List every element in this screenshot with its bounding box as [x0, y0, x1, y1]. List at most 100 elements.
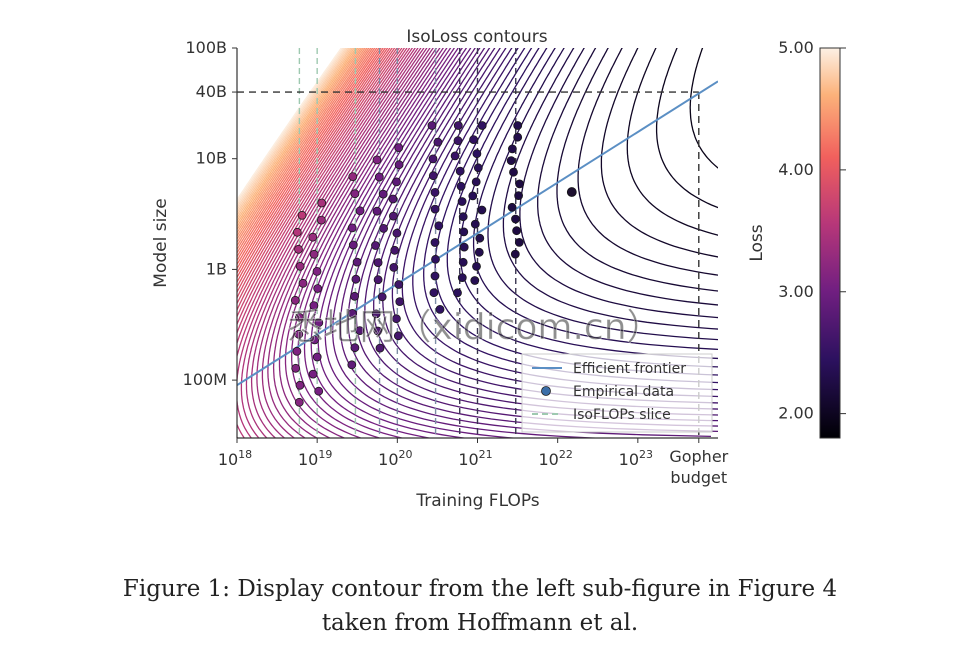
isoloss-contour-line — [237, 48, 359, 228]
isoloss-contour-line — [237, 48, 378, 262]
empirical-data-point — [393, 331, 403, 341]
isoloss-contour-line — [237, 48, 370, 248]
empirical-data-point — [453, 121, 463, 130]
empirical-data-point — [470, 219, 480, 229]
empirical-data-point — [429, 288, 439, 298]
empirical-data-point — [375, 343, 385, 353]
empirical-data-point — [458, 257, 468, 267]
empirical-data-point — [510, 249, 520, 259]
efficient-frontier — [237, 80, 718, 387]
isoloss-contour-line — [237, 48, 361, 231]
empirical-data-point — [433, 137, 443, 147]
empirical-data-point — [350, 189, 360, 199]
colorbar-tick-label: 5.00 — [778, 38, 814, 57]
empirical-data-point — [371, 241, 380, 250]
isoloss-contour-line — [297, 48, 452, 438]
empirical-data-point — [459, 242, 469, 252]
empirical-data-point — [294, 329, 304, 339]
isoloss-contour-line — [267, 48, 434, 438]
isoloss-contour-line — [237, 48, 356, 223]
empirical-data-point — [317, 198, 327, 208]
colorbar-tick-label: 2.00 — [778, 404, 814, 423]
isoloss-contour-line — [347, 48, 718, 433]
empirical-data-point — [295, 261, 305, 271]
empirical-data-point — [355, 206, 365, 216]
isoloss-contour-line — [339, 48, 712, 438]
isoloss-contour-line — [237, 48, 403, 319]
empirical-data-point — [474, 247, 484, 257]
empirical-data-point — [392, 177, 401, 187]
isoloss-contour-line — [237, 48, 342, 201]
empirical-data-point — [472, 149, 482, 159]
empirical-data-point — [392, 228, 402, 238]
isoloss-contour-line — [577, 48, 718, 276]
empirical-data-point — [453, 288, 462, 298]
isoloss-contour-line — [237, 48, 363, 234]
isoloss-contour-line — [237, 48, 376, 258]
isoloss-contour-line — [237, 48, 347, 209]
legend-empirical-swatch — [541, 386, 551, 396]
empirical-data-point — [514, 191, 523, 201]
isoloss-contour-line — [317, 48, 469, 438]
empirical-data-point — [294, 397, 304, 407]
empirical-data-point — [514, 237, 524, 247]
empirical-data-point — [292, 346, 302, 356]
isoloss-contour-line — [556, 48, 718, 292]
isoloss-contour-line — [626, 48, 718, 236]
empirical-data-point — [566, 187, 577, 197]
isoloss-contour-line — [237, 48, 406, 326]
isoloss-contour-line — [237, 48, 387, 279]
empirical-data-point — [469, 135, 479, 145]
empirical-data-point — [509, 167, 518, 177]
empirical-data-point — [308, 232, 318, 242]
legend-frontier-label: Efficient frontier — [573, 361, 686, 377]
empirical-data-point — [431, 254, 440, 264]
isoloss-contour-line — [237, 48, 408, 335]
empirical-data-point — [389, 262, 399, 272]
isoloss-contour-line — [245, 48, 422, 438]
isoloss-contour-line — [237, 48, 374, 255]
empirical-data-point — [298, 278, 308, 288]
empirical-data-point — [314, 318, 324, 328]
empirical-data-point — [430, 238, 440, 247]
empirical-data-point — [471, 177, 481, 187]
empirical-data-point — [309, 249, 319, 259]
isoloss-contour-line — [310, 48, 459, 438]
y-tick-labels: 100M 1B 10B 40B 100B — [183, 38, 237, 389]
x-tick-labels: 1018 1019 1020 1021 1022 1023 Gopher budget — [218, 438, 729, 487]
empirical-data-point — [450, 151, 460, 161]
empirical-data-point — [388, 194, 398, 204]
isoloss-contours — [237, 48, 718, 438]
isoloss-contour-line — [487, 48, 718, 341]
empirical-data-point — [508, 144, 517, 154]
colorbar-gradient — [819, 47, 841, 439]
isoloss-contour-line — [237, 48, 350, 214]
isoloss-contour-line — [237, 48, 352, 217]
empirical-data-point — [351, 274, 361, 284]
empirical-data-point — [457, 273, 467, 283]
isoloss-contour-line — [689, 48, 718, 169]
empirical-data-point — [373, 258, 383, 268]
isoloss-contour-line — [237, 48, 411, 438]
isoloss-contour-line — [237, 48, 368, 244]
x-tick-label: 1020 — [378, 448, 412, 469]
isoloss-contour-line — [256, 48, 428, 438]
empirical-data-point — [430, 271, 440, 281]
x-tick-label: 1021 — [458, 448, 492, 469]
isoloss-contour-line — [237, 48, 349, 212]
colorbar: 5.00 4.00 3.00 2.00 Loss — [747, 38, 846, 439]
isoloss-contour-line — [237, 48, 401, 312]
isoloss-contour-line — [237, 48, 354, 220]
isoloss-contour-line — [237, 48, 391, 289]
gopher-tick-label-line2: budget — [670, 468, 727, 487]
isoloss-contour-line — [401, 48, 718, 398]
watermark: 悉地网（xidicom.cn） — [287, 307, 662, 348]
empirical-data-point — [373, 326, 383, 336]
isoloss-contour-line — [537, 48, 718, 306]
isoloss-contour-line — [434, 48, 718, 376]
empirical-data-points — [290, 121, 577, 407]
empirical-data-point — [355, 326, 365, 336]
empirical-data-point — [477, 205, 487, 215]
isoloss-contour-line — [391, 48, 718, 404]
isoloss-contour-line — [237, 48, 398, 306]
